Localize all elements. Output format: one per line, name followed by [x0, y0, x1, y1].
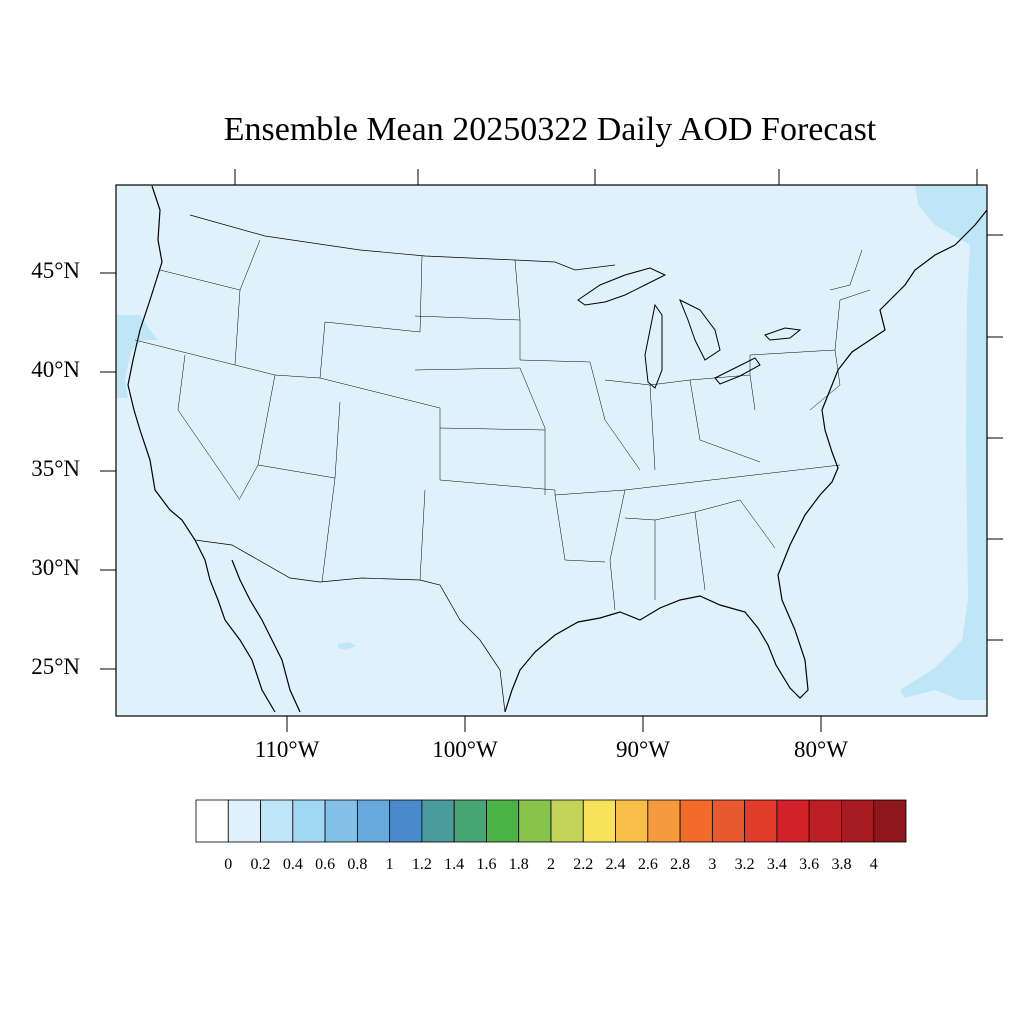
colorbar-swatch [486, 799, 520, 843]
colorbar-tick-label: 2.8 [670, 856, 691, 873]
colorbar-tick-label: 2.2 [573, 856, 594, 873]
colorbar-tick-label: 1.6 [476, 856, 497, 873]
colorbar-tick-label: 1.4 [444, 856, 465, 873]
lat-label: 45°N [31, 258, 80, 283]
colorbar-tick-label: 0.2 [250, 856, 271, 873]
colorbar-tick-label: 0.4 [282, 856, 303, 873]
left-ticks [100, 272, 116, 670]
colorbar-swatch [389, 799, 423, 843]
top-ticks [234, 169, 978, 185]
colorbar-tick-label: 2 [547, 856, 555, 873]
aod-patch-mexico [338, 642, 356, 650]
colorbar-swatch [550, 799, 584, 843]
colorbar-swatch [647, 799, 681, 843]
colorbar-swatch [615, 799, 649, 843]
lake-erie [714, 357, 761, 385]
lon-label: 110°W [254, 737, 320, 762]
colorbar-swatch [711, 799, 746, 843]
colorbar-swatch [292, 799, 326, 843]
lake-michigan [644, 303, 663, 389]
colorbar-tick-label: 3.6 [799, 856, 820, 873]
lon-label: 100°W [432, 737, 498, 762]
lat-label: 30°N [31, 555, 80, 580]
colorbar-tick-label: 0.6 [315, 856, 336, 873]
colorbar-tick-label: 1 [385, 856, 394, 873]
colorbar-swatch [356, 799, 391, 843]
colorbar [195, 799, 907, 843]
colorbar-swatch [195, 799, 229, 843]
map-background [116, 185, 987, 716]
lake-superior [577, 267, 667, 306]
state-borders [134, 239, 871, 611]
colorbar-swatch [873, 799, 907, 843]
map-title: Ensemble Mean 20250322 Daily AOD Forecas… [223, 111, 877, 148]
colorbar-swatch [744, 799, 778, 843]
lon-label: 90°W [616, 737, 670, 762]
lon-label: 80°W [794, 737, 848, 762]
colorbar-swatch [582, 799, 616, 843]
colorbar-swatch [421, 799, 455, 843]
coastline [127, 185, 988, 713]
canada-border [189, 214, 616, 271]
colorbar-tick-label: 2.4 [605, 856, 626, 873]
colorbar-swatch [227, 799, 261, 843]
lake-huron [679, 298, 721, 361]
colorbar-tick-label: 0.8 [347, 856, 368, 873]
colorbar-tick-label: 3.2 [734, 856, 755, 873]
aod-patch-pacific [116, 315, 158, 398]
lat-label: 25°N [31, 654, 80, 679]
colorbar-swatch [324, 799, 358, 843]
colorbar-swatch [808, 799, 842, 843]
colorbar-swatch [776, 799, 810, 843]
bottom-ticks [286, 716, 822, 732]
colorbar-tick-label: 0 [224, 856, 233, 873]
lake-ontario [764, 327, 802, 341]
colorbar-swatch [841, 799, 875, 843]
lat-label: 40°N [31, 357, 80, 382]
colorbar-tick-label: 4 [869, 856, 878, 873]
colorbar-tick-label: 1.2 [411, 856, 432, 873]
colorbar-tick-label: 3.8 [831, 856, 852, 873]
colorbar-swatch [453, 799, 487, 843]
colorbar-tick-label: 3.4 [766, 856, 787, 873]
colorbar-tick-label: 2.6 [637, 856, 658, 873]
colorbar-tick-label: 3 [708, 856, 717, 873]
title-area: Ensemble Mean 20250322 Daily AOD Forecas… [0, 0, 1024, 180]
lat-label: 35°N [31, 456, 80, 481]
colorbar-tick-label: 1.8 [508, 856, 529, 873]
colorbar-swatch [518, 799, 552, 843]
colorbar-swatch [679, 799, 713, 843]
aod-patch-atlantic [900, 185, 987, 700]
right-ticks [987, 234, 1003, 641]
map-frame [115, 184, 988, 717]
colorbar-swatch [260, 799, 294, 843]
